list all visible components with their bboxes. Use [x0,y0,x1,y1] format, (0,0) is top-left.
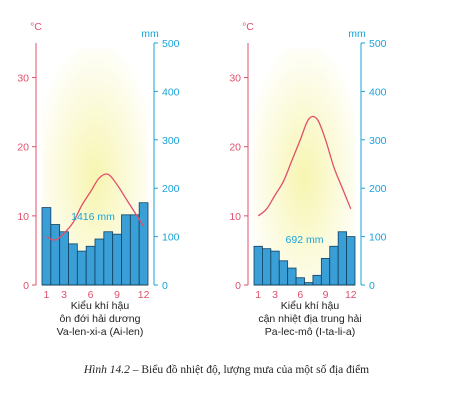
chart2-bar-month-10 [329,245,339,286]
chart1-bar-month-3 [59,231,69,286]
chart2-bar-month-5 [287,267,297,286]
chart2-right-tick-label-0: 0 [369,280,375,292]
chart2-right-axis-unit: mm [348,28,366,40]
chart1-bar-month-8 [103,231,114,286]
chart2-bar-month-4 [278,260,289,286]
chart1-right-tick-label-0: 0 [162,280,168,292]
chart2-right-tick-label-500: 500 [369,38,387,50]
chart2-bar-month-9 [320,257,331,286]
chart1-x-tick-label-1: 1 [43,289,49,301]
chart1-left-tick-label-10: 10 [17,211,29,223]
chart2-right-tick-label-300: 300 [369,135,387,147]
chart2-bar-month-1 [253,245,263,286]
chart2-bar-month-2 [262,248,272,286]
chart2-label: Kiểu khí hậu cận nhiệt địa trung hải Pa-… [220,300,400,339]
chart2-x-tick-label-3: 3 [272,289,278,301]
chart1-bar-month-9 [112,233,122,286]
chart1-x-tick-label-3: 3 [61,289,67,301]
chart2-right-tick-label-200: 200 [369,183,387,195]
chart1-left-tick-label-20: 20 [17,142,29,154]
chart1-bar-month-7 [94,238,105,286]
chart1-bar-month-4 [68,243,78,286]
chart1-right-axis-unit: mm [141,28,159,40]
chart2-bar-month-3 [270,250,280,286]
chart2-x-tick-label-12: 12 [345,289,357,301]
chart1-label-line1: Kiểu khí hậu [70,300,130,312]
chart1-left-tick-label-0: 0 [23,280,29,292]
chart2-x-tick-label-6: 6 [297,289,303,301]
chart2-left-tick-label-0: 0 [235,280,241,292]
chart2-label-line2: cận nhiệt địa trung hải [258,313,362,325]
chart2-bar-month-11 [337,231,347,286]
chart1-bar-month-2 [50,224,61,286]
chart2-x-tick-label-1: 1 [255,289,261,301]
chart1-x-tick-label-9: 9 [114,289,120,301]
chart1-right-tick-label-500: 500 [162,38,180,50]
figure-caption: Hình 14.2 – Biểu đồ nhiệt độ, lượng mưa … [0,364,453,376]
chart2-right-tick-label-400: 400 [369,86,387,98]
chart1-bar-month-12 [138,202,149,286]
chart1-bar-month-5 [76,250,87,286]
chart1-right-tick-label-400: 400 [162,86,180,98]
chart1-left-tick-label-30: 30 [17,73,29,85]
chart1-left-axis-unit: °C [30,21,42,33]
chart2-bar-month-6 [295,277,305,286]
chart2-temperature-line [257,115,352,217]
chart2-left-tick-label-20: 20 [229,142,241,154]
chart2-left-tick-label-10: 10 [229,211,241,223]
chart1-bar-month-10 [121,214,131,286]
chart2-x-tick-label-9: 9 [323,289,329,301]
chart2-right-tick-label-100: 100 [369,232,387,244]
chart1-bar-month-11 [129,214,140,286]
chart1-bar-month-6 [85,245,96,286]
chart2-bar-month-8 [312,274,322,286]
chart1-total-precip-annotation: 1416 mm [71,211,115,223]
chart1-right-tick-label-100: 100 [162,232,180,244]
chart1-label-line3: Va-len-xi-a (Ai-len) [56,326,144,338]
chart1-temperature-line [46,173,145,241]
chart1-label-line2: ôn đới hải dương [59,313,141,325]
caption-text: – Biểu đồ nhiệt độ, lượng mưa của một số… [129,364,370,376]
chart2-label-line3: Pa-lec-mô (I-ta-li-a) [264,326,356,338]
chart2-left-tick-label-30: 30 [229,73,241,85]
chart2-bar-month-12 [346,236,356,286]
chart1-x-tick-label-12: 12 [138,289,150,301]
chart1-bar-month-1 [41,207,52,286]
chart2-label-line1: Kiểu khí hậu [280,300,340,312]
caption-label: Hình 14.2 [83,364,130,376]
chart1-x-tick-label-6: 6 [88,289,94,301]
chart1-right-tick-label-200: 200 [162,183,180,195]
chart1-label: Kiểu khí hậu ôn đới hải dương Va-len-xi-… [30,300,170,339]
chart2-total-precip-annotation: 692 mm [286,234,324,246]
chart1-right-tick-label-300: 300 [162,135,180,147]
chart2-left-axis-unit: °C [242,21,254,33]
